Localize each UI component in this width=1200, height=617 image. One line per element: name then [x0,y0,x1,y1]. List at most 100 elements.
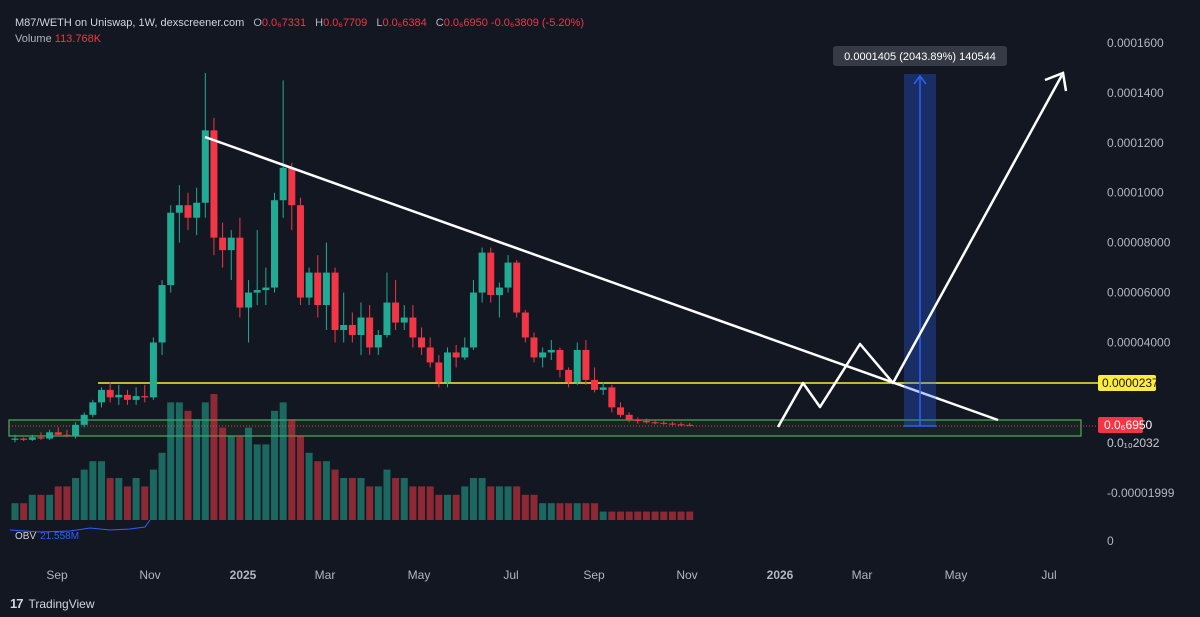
y-tick-label: 0.00008000 [1107,236,1171,250]
candle-body [495,287,503,296]
candle-body [314,272,322,306]
candle-body [210,130,218,238]
y-tick-label: -0.00001999 [1107,486,1175,500]
volume-bar [210,394,218,520]
candle-body [608,387,616,408]
candle-body [167,212,175,286]
volume-bar [547,503,555,520]
candle-body [80,414,88,425]
x-tick-label: Nov [676,568,697,582]
volume-bar [435,494,443,520]
open-value: 0.0₆7331 [261,17,307,29]
candle-body [63,434,71,437]
volume-bar [219,427,227,520]
volume-bar [98,461,105,520]
volume-bar [495,486,503,520]
candle-body [547,349,555,353]
measure-arrowhead [913,74,927,85]
volume-bar [72,478,80,520]
volume-bar [409,486,417,520]
candle-body [219,237,227,251]
volume-bar [357,478,365,520]
candle-body [331,272,339,330]
volume-bar [565,503,573,520]
volume-bar [54,486,62,520]
volume-bar [582,503,590,520]
volume-label: Volume [15,33,52,45]
volume-bar [296,436,304,520]
candle-body [279,167,287,201]
volume-bar [141,486,149,520]
candle-body [348,325,356,335]
candle-body [20,438,28,440]
volume-bar [651,511,659,520]
candle-body [271,200,278,288]
volume-bar [279,402,287,520]
candle-body [296,205,304,298]
projection-path [776,74,1064,428]
candle-body [617,407,624,415]
candle-body [357,317,365,335]
candle-body [89,402,97,415]
candle-body [175,205,183,213]
candle-body [288,167,296,206]
tradingview-branding[interactable]: 17 TradingView [10,596,95,611]
volume-bar [115,478,123,520]
volume-bar [591,503,599,520]
candle-body [400,317,408,323]
tradingview-name: TradingView [28,596,95,611]
projection-arrowhead [1044,71,1068,92]
candle-body [322,272,330,306]
candle-body [642,421,650,423]
tradingview-logo-icon: 17 [10,596,24,611]
volume-bar [487,486,495,520]
volume-bar [63,486,71,520]
volume-bar [686,511,694,520]
measure-label: 0.0001405 (2043.89%) 140544 [844,51,996,63]
volume-bar [11,503,19,520]
volume-bar [253,444,261,520]
low-label: L [376,17,383,29]
volume-bar [634,511,642,520]
pair-title: M87/WETH on Uniswap, 1W, dexscreener.com [15,17,245,29]
volume-bar [322,461,330,520]
y-tick-label: 0.0001400 [1107,86,1164,100]
chart-header: M87/WETH on Uniswap, 1W, dexscreener.com… [15,17,584,29]
volume-bar [80,469,88,520]
x-tick-label: May [945,568,968,582]
candle-body [426,347,434,363]
candle-body [582,349,590,380]
volume-bar [193,419,201,520]
volume-bar [625,511,633,520]
volume-bar [271,410,278,520]
candle-body [461,347,469,358]
volume-bar [617,511,624,520]
volume-bar [418,486,426,520]
candle-body [132,396,140,400]
close-label: C [435,17,444,29]
candle-body [651,422,659,424]
candle-body [392,302,400,323]
volume-bar [513,486,521,520]
candle-body [573,349,581,383]
volume-bar [383,469,391,520]
volume-bar [245,427,253,520]
volume-bar [331,469,339,520]
candle-body [504,262,512,288]
volume-bar [340,478,348,520]
volume-bar [608,511,616,520]
volume-bar [106,478,114,520]
candle-body [28,437,36,440]
x-tick-label: Nov [139,568,160,582]
volume-bar [175,402,183,520]
candle-body [383,302,391,335]
high-value: 0.0₆7709 [323,17,368,29]
candle-body [677,424,685,426]
volume-bar [28,494,36,520]
volume-bar [37,494,45,520]
volume-bar [504,486,512,520]
candle-body [106,389,114,398]
volume-bar [392,478,400,520]
volume-bar [530,494,538,520]
